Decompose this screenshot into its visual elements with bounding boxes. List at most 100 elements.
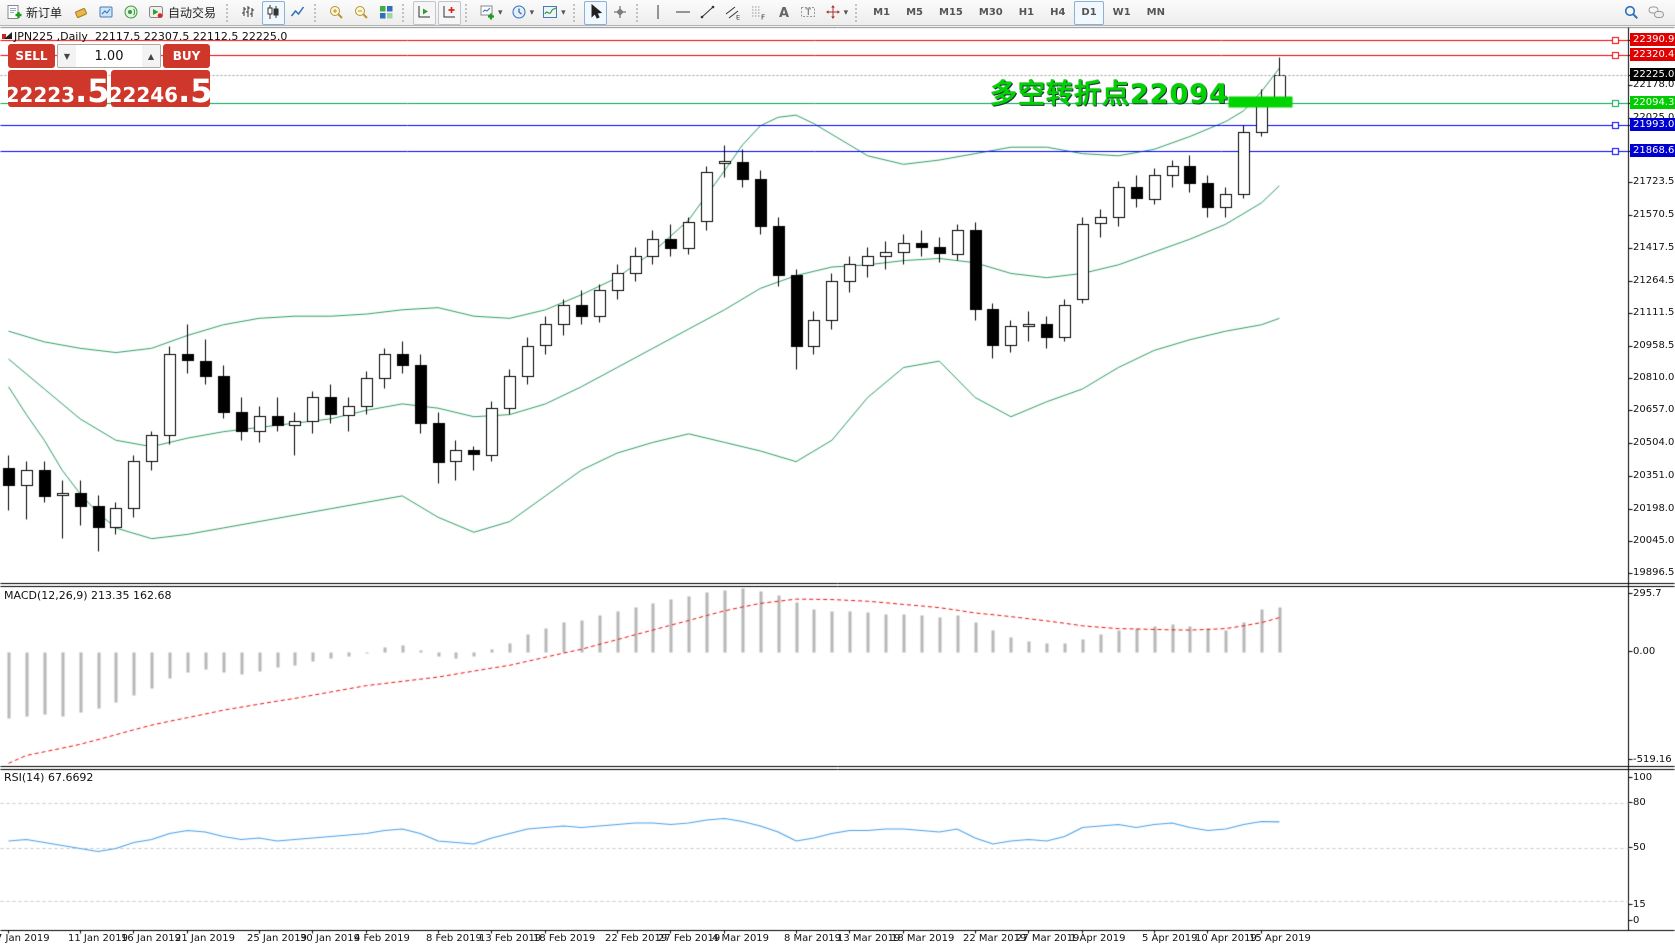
toolbar: 新订单 自动交易 ▾ ▾ ▾ E F A T ▾ M1 M5 M15 M30 H1 H4 D1 W1 MN <box>0 0 1675 26</box>
tf-m15-button[interactable]: M15 <box>932 1 970 25</box>
volume-input[interactable]: 1.00 <box>94 48 124 64</box>
trendline-button[interactable] <box>697 1 720 25</box>
date-axis-label: 27 Feb 2019 <box>658 933 721 944</box>
chat-icon <box>1648 4 1665 21</box>
search-icon <box>1623 4 1640 21</box>
date-axis-label: 22 Mar 2019 <box>963 933 1027 944</box>
date-axis-label: 30 Jan 2019 <box>300 933 360 944</box>
indicators-button[interactable]: ▾ <box>539 1 569 25</box>
price-line-badge: 22094.3 <box>1630 96 1675 109</box>
tf-m5-button[interactable]: M5 <box>899 1 930 25</box>
label-button[interactable]: T <box>797 1 820 25</box>
crosshair-icon <box>612 4 629 21</box>
candlestick-icon <box>265 4 282 21</box>
buy-button[interactable]: BUY <box>163 44 210 68</box>
volume-increase-button[interactable]: ▲ <box>142 45 160 67</box>
tf-w1-button[interactable]: W1 <box>1106 1 1138 25</box>
price-axis-tick: 21264.5 <box>1633 275 1675 286</box>
toolbar-separator <box>402 3 409 22</box>
tf-m30-button[interactable]: M30 <box>972 1 1010 25</box>
chat-button[interactable] <box>1645 1 1668 25</box>
bid-price-panel[interactable]: 22223.5 <box>6 70 110 107</box>
publisher-button[interactable] <box>95 1 118 25</box>
arrows-icon <box>825 4 842 21</box>
price-axis-tick: 20810.0 <box>1633 372 1675 383</box>
tf-mn-button[interactable]: MN <box>1140 1 1172 25</box>
date-axis-label: 4 Feb 2019 <box>354 933 410 944</box>
new-order-icon <box>6 4 23 21</box>
tf-h4-button[interactable]: H4 <box>1043 1 1072 25</box>
cursor-button[interactable] <box>583 0 607 25</box>
price-line-badge: 21868.6 <box>1630 144 1675 157</box>
chart-title: JPN225 ,Daily 22117.5 22307.5 22112.5 22… <box>14 30 287 43</box>
autotrading-button[interactable]: 自动交易 <box>145 1 222 25</box>
rsi-indicator-label: RSI(14) 67.6692 <box>4 771 94 784</box>
tf-m1-button[interactable]: M1 <box>866 1 897 25</box>
date-axis-label: 1 Apr 2019 <box>1070 933 1126 944</box>
auto-scroll-button[interactable] <box>413 0 437 25</box>
date-axis-label: 18 Feb 2019 <box>533 933 596 944</box>
channel-icon: E <box>725 4 742 21</box>
sound-button[interactable] <box>120 1 143 25</box>
toolbar-separator <box>572 3 580 22</box>
vertical-line-button[interactable] <box>647 1 670 25</box>
tf-m30-button-label: M30 <box>978 7 1003 18</box>
chart-shift-button[interactable] <box>438 0 462 25</box>
fibonacci-button[interactable]: F <box>747 1 770 25</box>
date-axis-label: 8 Mar 2019 <box>784 933 842 944</box>
trendline-icon <box>700 4 717 21</box>
text-button[interactable]: A <box>772 1 795 25</box>
eraser-button[interactable] <box>70 1 93 25</box>
ask-price: 22246 <box>108 83 179 107</box>
periods-button[interactable]: ▾ <box>508 1 538 25</box>
macd-axis-tick: 0.00 <box>1633 646 1656 657</box>
candlestick-button[interactable] <box>262 0 286 25</box>
current-price-badge: 22225.0 <box>1630 68 1675 81</box>
tile-windows-icon <box>378 4 395 21</box>
zoom-out-button[interactable] <box>350 1 373 25</box>
svg-text:A: A <box>779 6 789 21</box>
svg-text:F: F <box>761 14 765 22</box>
label-icon: T <box>800 4 817 21</box>
chevron-down-icon: ▾ <box>561 7 566 18</box>
toolbar-separator <box>635 3 643 22</box>
search-button[interactable] <box>1620 1 1643 25</box>
new-chart-button[interactable]: ▾ <box>476 1 506 25</box>
macd-axis-tick: -519.16 <box>1633 754 1672 765</box>
bar-chart-button[interactable] <box>237 1 260 25</box>
price-line-badge: 21993.0 <box>1630 118 1675 131</box>
date-axis-label: 5 Apr 2019 <box>1142 933 1198 944</box>
horizontal-line-button[interactable] <box>672 1 695 25</box>
rsi-axis-tick: 0 <box>1633 915 1640 926</box>
sell-button[interactable]: SELL <box>8 44 55 68</box>
one-click-trading-widget: SELL ▼ 1.00 ▲ BUY 22223.5 22246.5 <box>6 44 213 107</box>
tf-h1-button[interactable]: H1 <box>1012 1 1041 25</box>
indicators-icon <box>542 4 559 21</box>
volume-stepper: ▼ 1.00 ▲ <box>57 44 161 68</box>
zoom-in-button[interactable] <box>325 1 348 25</box>
volume-decrease-button[interactable]: ▼ <box>58 45 76 67</box>
line-chart-button[interactable] <box>287 1 310 25</box>
arrows-button[interactable]: ▾ <box>822 1 852 25</box>
new-order-button[interactable]: 新订单 <box>3 1 68 25</box>
zoom-out-icon <box>353 4 370 21</box>
ask-price-panel[interactable]: 22246.5 <box>108 70 213 107</box>
hline-icon <box>675 4 692 21</box>
ohlc-values: 22117.5 22307.5 22112.5 22225.0 <box>94 30 288 43</box>
macd-indicator-label: MACD(12,26,9) 213.35 162.68 <box>4 589 172 602</box>
eraser-icon <box>73 4 90 21</box>
tf-d1-button[interactable]: D1 <box>1074 0 1104 25</box>
date-axis-label: 4 Mar 2019 <box>712 933 770 944</box>
price-axis-tick: 20657.0 <box>1633 404 1675 415</box>
channel-button[interactable]: E <box>722 1 745 25</box>
tf-d1-button-label: D1 <box>1081 7 1097 18</box>
tile-windows-button[interactable] <box>375 1 398 25</box>
one-click-collapse-icon[interactable] <box>2 31 13 40</box>
price-axis-tick: 21417.5 <box>1633 242 1675 253</box>
publisher-icon <box>98 4 115 21</box>
crosshair-button[interactable] <box>609 1 632 25</box>
autotrading-icon <box>148 4 165 21</box>
macd-axis-tick: 295.7 <box>1633 588 1662 599</box>
new-order-button-label: 新订单 <box>26 6 63 20</box>
